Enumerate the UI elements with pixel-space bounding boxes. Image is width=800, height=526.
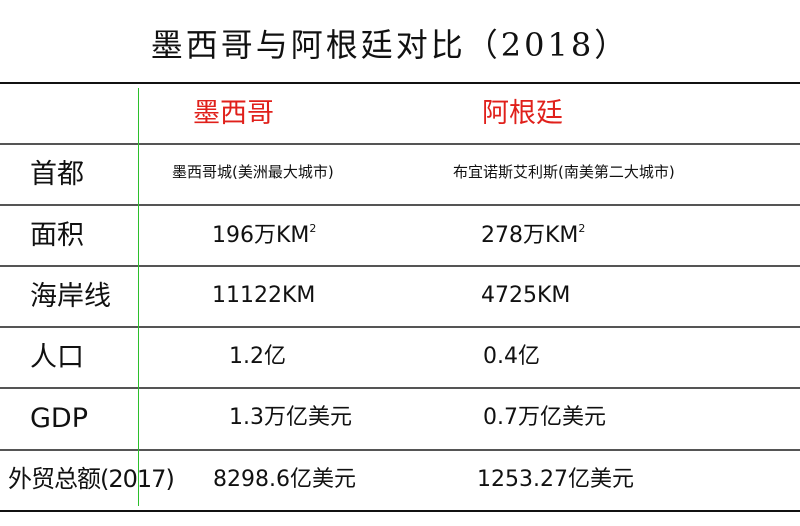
table-top-border xyxy=(0,82,800,84)
mexico-value: 196万KM2 xyxy=(212,222,317,248)
row-divider xyxy=(0,143,800,145)
row-divider xyxy=(0,326,800,328)
mexico-value: 1.3万亿美元 xyxy=(229,405,352,430)
argentina-value: 1253.27亿美元 xyxy=(477,467,634,492)
row-divider xyxy=(0,449,800,451)
mexico-value: 墨西哥城(美洲最大城市) xyxy=(172,163,334,181)
row-divider xyxy=(0,387,800,389)
table-bottom-border xyxy=(0,510,800,512)
argentina-value: 0.7万亿美元 xyxy=(483,405,606,430)
argentina-value: 4725KM xyxy=(481,283,571,308)
mexico-value: 11122KM xyxy=(212,283,316,308)
mexico-value: 1.2亿 xyxy=(229,344,286,369)
row-divider xyxy=(0,265,800,267)
column-header-argentina: 阿根廷 xyxy=(482,98,563,129)
row-divider xyxy=(0,204,800,206)
argentina-value: 278万KM2 xyxy=(481,222,586,248)
row-label: 面积 xyxy=(30,220,84,251)
row-label: 人口 xyxy=(30,342,84,373)
row-label: 海岸线 xyxy=(30,281,111,312)
row-label: GDP xyxy=(30,403,88,434)
page-title: 墨西哥与阿根廷对比（2018） xyxy=(150,26,630,64)
argentina-value: 布宜诺斯艾利斯(南美第二大城市) xyxy=(453,163,675,181)
mexico-value: 8298.6亿美元 xyxy=(213,467,356,492)
row-label: 外贸总额(2017) xyxy=(8,465,175,493)
column-header-mexico: 墨西哥 xyxy=(193,98,274,129)
column-divider xyxy=(138,88,139,506)
row-label: 首都 xyxy=(30,159,84,190)
argentina-value: 0.4亿 xyxy=(483,344,540,369)
